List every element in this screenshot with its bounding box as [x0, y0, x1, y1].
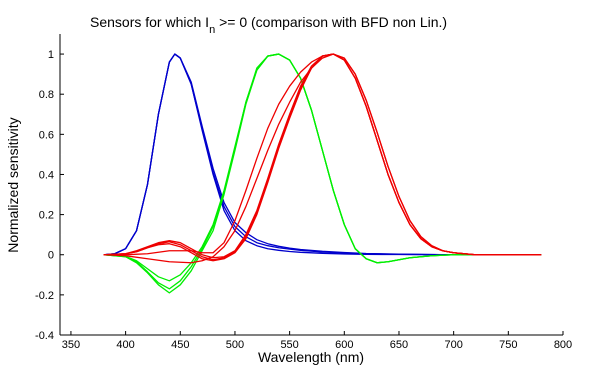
chart-title: Sensors for which In >= 0 (comparison wi… [90, 14, 447, 36]
x-tick-label: 650 [390, 339, 408, 351]
y-tick-label: 0.4 [39, 169, 54, 181]
x-tick-label: 600 [335, 339, 353, 351]
x-tick-label: 750 [499, 339, 517, 351]
chart-title-subscript: n [209, 24, 215, 36]
x-tick-label: 800 [554, 339, 572, 351]
blue-sensor-curve-2 [103, 53, 542, 256]
x-tick-label: 450 [171, 339, 189, 351]
red-sensor-curve-8 [103, 53, 542, 259]
x-axis-ticks: 350 400 450 500 550 600 650 700 750 800 [62, 331, 572, 351]
y-axis-ticks: -0.4 -0.2 0 0.2 0.4 0.6 0.8 1 [35, 49, 64, 342]
y-tick-label: -0.4 [35, 330, 54, 342]
x-tick-label: 350 [62, 339, 80, 351]
x-tick-label: 500 [226, 339, 244, 351]
red-sensor-curve-10 [103, 53, 542, 256]
y-tick-label: 0.8 [39, 89, 54, 101]
y-tick-label: 0.6 [39, 129, 54, 141]
y-tick-label: 0.2 [39, 210, 54, 222]
chart-title-rest: >= 0 (comparison with BFD non Lin.) [215, 14, 447, 30]
series-layer [103, 53, 542, 294]
chart-title-main: Sensors for which I [90, 14, 209, 30]
green-sensor-curve-5 [103, 53, 542, 282]
x-axis-label: Wavelength (nm) [258, 349, 364, 365]
x-tick-label: 550 [280, 339, 298, 351]
y-tick-label: -0.2 [35, 290, 54, 302]
x-tick-label: 400 [116, 339, 134, 351]
y-axis-label: Normalized sensitivity [5, 117, 21, 252]
x-tick-label: 700 [444, 339, 462, 351]
y-tick-label: 1 [48, 49, 54, 61]
y-tick-label: 0 [48, 250, 54, 262]
